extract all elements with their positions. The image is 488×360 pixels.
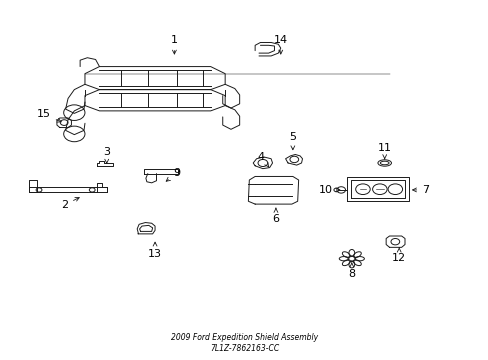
Text: 4: 4 [257,152,268,167]
Text: 1: 1 [170,35,178,54]
Text: 7: 7 [412,185,428,195]
Text: 10: 10 [318,185,339,195]
Text: 11: 11 [377,143,391,159]
Text: 3: 3 [103,147,110,163]
Text: 9: 9 [166,168,180,181]
Text: 2009 Ford Expedition Shield Assembly
7L1Z-7862163-CC: 2009 Ford Expedition Shield Assembly 7L1… [171,333,317,354]
Text: 13: 13 [148,242,162,260]
Text: 6: 6 [272,208,279,224]
Text: 15: 15 [37,109,61,122]
Text: 14: 14 [273,35,287,54]
Text: 8: 8 [347,263,355,279]
Text: 5: 5 [289,132,296,150]
Text: 12: 12 [391,247,406,263]
Text: 2: 2 [61,198,79,210]
